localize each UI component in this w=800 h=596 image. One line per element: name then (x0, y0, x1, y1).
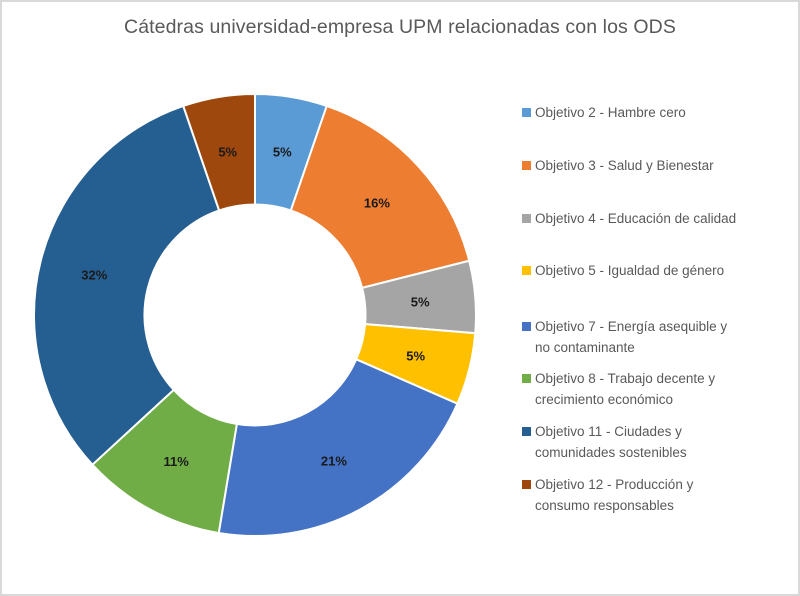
donut-slice (182, 92, 256, 212)
donut-slice (289, 104, 471, 290)
slice-data-label: 5% (406, 349, 425, 364)
donut-slice (217, 358, 459, 537)
legend-label: Objetivo 8 - Trabajo decente y (535, 371, 716, 386)
slice-data-label: 5% (411, 294, 430, 309)
legend-item-objetivo-8: Objetivo 8 - Trabajo decente y crecimien… (520, 368, 790, 410)
donut-slices (33, 92, 477, 537)
chart-title: Cátedras universidad-empresa UPM relacio… (124, 16, 676, 38)
legend-marker-icon (522, 108, 531, 117)
legend-label-continued: comunidades sostenibles (535, 445, 687, 460)
legend-item-objetivo-2: Objetivo 2 - Hambre cero (520, 102, 790, 123)
legend-marker-icon (522, 374, 531, 383)
legend-label: Objetivo 4 - Educación de calidad (535, 211, 737, 226)
legend-marker-icon (522, 266, 531, 275)
legend-marker-icon (522, 427, 531, 436)
legend-label: Objetivo 5 - Igualdad de género (535, 263, 725, 278)
legend-label: Objetivo 12 - Producción y (535, 477, 694, 492)
legend-item-objetivo-11: Objetivo 11 - Ciudades y comunidades sos… (520, 421, 790, 463)
legend-label: Objetivo 7 - Energía asequible y (535, 319, 728, 334)
legend-item-objetivo-5: Objetivo 5 - Igualdad de género (520, 260, 790, 281)
legend-label-continued: consumo responsables (535, 498, 674, 513)
legend-label-continued: no contaminante (535, 340, 635, 355)
legend-marker-icon (522, 214, 531, 223)
legend-item-objetivo-4: Objetivo 4 - Educación de calidad (520, 208, 790, 229)
legend-item-objetivo-12: Objetivo 12 - Producción y consumo respo… (520, 474, 790, 516)
legend-item-objetivo-7: Objetivo 7 - Energía asequible y no cont… (520, 316, 790, 358)
legend-label: Objetivo 2 - Hambre cero (535, 105, 686, 120)
slice-data-label: 21% (321, 454, 347, 469)
slice-data-label: 11% (163, 454, 189, 469)
legend-marker-icon (522, 322, 531, 331)
legend-marker-icon (522, 161, 531, 170)
donut-slice (33, 104, 221, 467)
legend-label: Objetivo 11 - Ciudades y (535, 424, 682, 439)
legend-label: Objetivo 3 - Salud y Bienestar (535, 158, 714, 173)
slice-data-label: 32% (81, 267, 107, 282)
legend-item-objetivo-3: Objetivo 3 - Salud y Bienestar (520, 155, 790, 176)
slice-data-label: 16% (364, 196, 390, 211)
slice-data-label: 5% (218, 145, 237, 160)
slice-data-label: 5% (273, 145, 292, 160)
legend-marker-icon (522, 480, 531, 489)
donut-data-labels: 5% 16% 5% 5% 21% 11% 32% 5% (81, 145, 430, 469)
legend-label-continued: crecimiento económico (535, 392, 674, 407)
